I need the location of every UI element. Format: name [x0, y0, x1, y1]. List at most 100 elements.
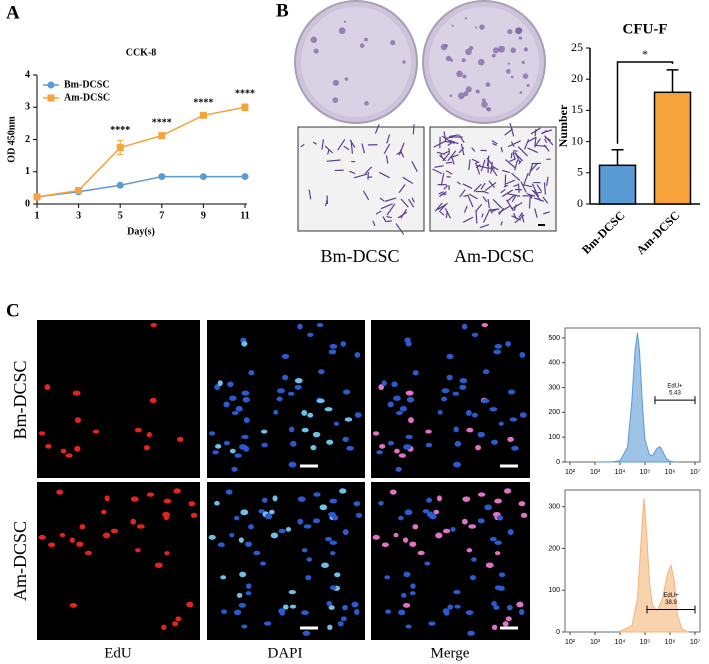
- nucleus: [327, 624, 333, 631]
- nucleus: [489, 407, 498, 412]
- nucleus: [328, 349, 337, 355]
- cell: [362, 190, 370, 201]
- nucleus: [225, 489, 233, 495]
- cell: [527, 136, 536, 143]
- x-tick-label: 3: [76, 210, 81, 221]
- nucleus: [343, 389, 351, 395]
- y-tick-label: 0: [556, 629, 560, 636]
- y-tick-label: 200: [548, 409, 560, 416]
- legend-marker: [47, 94, 55, 102]
- cell: [527, 147, 539, 154]
- colony: [332, 79, 339, 86]
- nucleus: [270, 532, 279, 539]
- cell: [411, 161, 418, 173]
- nucleus: [227, 381, 234, 388]
- nucleus: [163, 498, 172, 504]
- cell: [481, 213, 484, 218]
- nucleus: [391, 381, 398, 388]
- nucleus: [498, 572, 506, 578]
- cell: [514, 152, 521, 164]
- y-tick-label: 100: [548, 434, 560, 441]
- y-axis-label: OD 450nm: [6, 116, 17, 163]
- nucleus: [379, 444, 386, 449]
- cell: [434, 202, 443, 212]
- colony: [481, 98, 486, 103]
- nucleus: [504, 488, 512, 494]
- marker: [116, 144, 124, 152]
- colony: [402, 60, 406, 64]
- nucleus: [395, 466, 402, 472]
- cell: [491, 140, 498, 145]
- cell: [449, 139, 459, 145]
- nucleus: [316, 322, 324, 328]
- nucleus: [466, 548, 473, 553]
- nucleus: [406, 396, 415, 403]
- nucleus: [231, 466, 238, 472]
- nucleus: [393, 532, 399, 538]
- cell: [463, 194, 468, 197]
- cell: [471, 147, 476, 152]
- marker: [241, 173, 249, 181]
- nucleus: [164, 551, 170, 556]
- cell: [523, 139, 530, 150]
- nucleus: [130, 496, 139, 502]
- colony: [491, 53, 496, 58]
- nucleus: [511, 445, 519, 451]
- cell: [475, 203, 483, 212]
- cell: [514, 214, 525, 224]
- cell: [378, 171, 390, 179]
- nucleus: [269, 509, 275, 515]
- nucleus: [385, 609, 392, 614]
- cell: [484, 181, 497, 192]
- colony: [444, 43, 448, 48]
- cell: [386, 134, 391, 144]
- y-tick-label: 5: [577, 165, 583, 179]
- cell: [545, 176, 549, 187]
- colony: [479, 24, 485, 30]
- nucleus: [306, 557, 313, 562]
- x-tick-label: Bm-DCSC: [579, 208, 628, 257]
- nucleus: [405, 624, 412, 629]
- nucleus: [65, 453, 73, 458]
- x-tick-label: 10⁴: [615, 639, 626, 646]
- nucleus: [477, 518, 485, 524]
- nucleus: [398, 453, 406, 458]
- nucleus: [475, 444, 482, 451]
- cell: [386, 203, 396, 216]
- nucleus: [134, 427, 142, 433]
- nucleus: [502, 621, 509, 627]
- colony: [475, 89, 480, 94]
- nucleus: [334, 572, 341, 578]
- cell: [412, 124, 415, 135]
- cell: [475, 210, 478, 224]
- cell: [382, 216, 387, 223]
- x-tick-label: 9: [201, 210, 206, 221]
- cell: [491, 208, 499, 212]
- nucleus: [175, 616, 182, 622]
- colony: [465, 48, 472, 56]
- colony: [464, 17, 468, 20]
- nucleus: [104, 495, 110, 502]
- nucleus: [490, 439, 499, 445]
- cell: [510, 152, 513, 159]
- micrograph: [37, 320, 200, 478]
- nucleus: [297, 518, 304, 525]
- cell: [438, 191, 444, 195]
- nucleus: [394, 448, 400, 454]
- cell: [383, 143, 391, 155]
- nucleus: [56, 489, 64, 495]
- cell: [436, 151, 446, 155]
- cell: [501, 169, 510, 174]
- nucleus: [45, 444, 52, 449]
- nucleus: [325, 536, 332, 542]
- cell: [542, 196, 549, 204]
- nucleus: [241, 390, 250, 396]
- nucleus: [273, 409, 279, 415]
- y-tick-label: 300: [548, 504, 560, 511]
- significance: ****: [152, 117, 172, 128]
- gate-value: 38.9: [665, 600, 677, 606]
- nucleus: [376, 450, 383, 455]
- nucleus: [494, 343, 503, 349]
- x-tick-label: 10⁶: [665, 639, 676, 646]
- nucleus: [496, 515, 504, 521]
